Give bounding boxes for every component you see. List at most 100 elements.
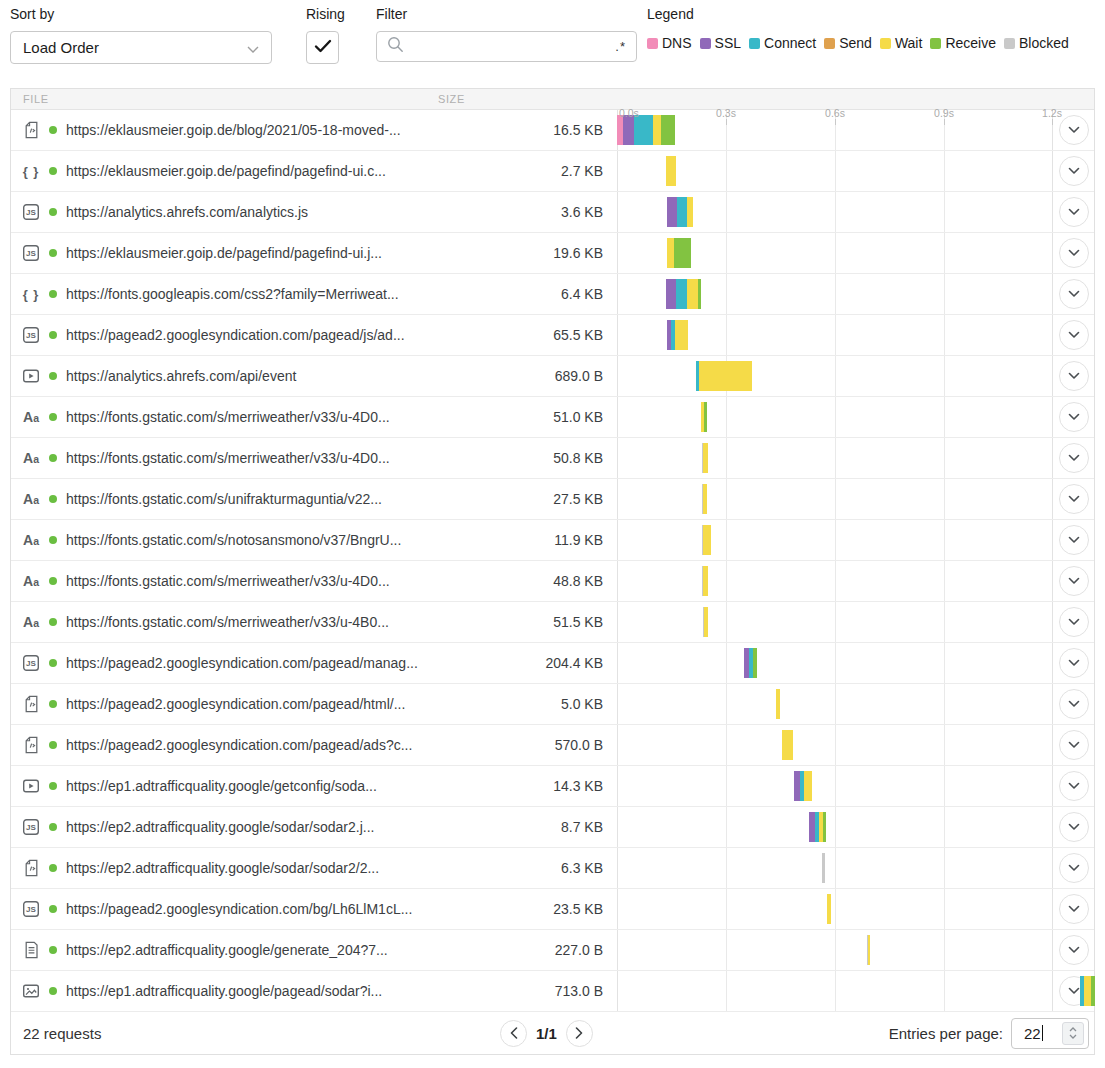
bar-segment-receive [698,279,701,309]
expand-row-button[interactable] [1059,443,1089,473]
table-header: FILE SIZE [11,89,1094,110]
status-dot [49,782,57,790]
expand-row-button[interactable] [1059,115,1089,145]
expand-row-button[interactable] [1059,894,1089,924]
timing-bar [702,525,711,555]
timing-bar [667,320,688,350]
request-url: https://eklausmeier.goip.de/pagefind/pag… [66,163,386,179]
column-header-file: FILE [23,93,49,105]
legend-swatch-connect [749,38,760,49]
table-row: Aa https://fonts.gstatic.com/s/notosansm… [11,520,1094,561]
status-dot [49,167,57,175]
status-dot [49,536,57,544]
regex-indicator: .* [615,39,626,54]
font-icon: Aa [21,491,41,507]
prev-page-button[interactable] [500,1020,527,1047]
table-row: JS https://pagead2.googlesyndication.com… [11,889,1094,930]
expand-row-button[interactable] [1059,771,1089,801]
filter-input[interactable]: .* [376,31,637,62]
waterfall-cell [617,274,1053,314]
next-page-button[interactable] [566,1020,593,1047]
waterfall-cell [617,725,1053,765]
play-icon [21,777,41,795]
expand-row-button[interactable] [1059,279,1089,309]
bar-segment-wait [653,115,661,145]
request-size: 2.7 KB [561,163,603,179]
expand-row-button[interactable] [1059,320,1089,350]
expand-row-button[interactable] [1059,238,1089,268]
bar-segment-ssl [623,115,634,145]
bar-segment-wait [776,689,780,719]
expand-row-button[interactable] [1059,607,1089,637]
table-row: https://ep1.adtrafficquality.google/page… [11,971,1094,1012]
expand-row-button[interactable] [1059,689,1089,719]
waterfall-cell [617,971,1053,1011]
requests-count: 22 requests [23,1025,101,1042]
timing-bar [809,812,826,842]
request-size: 19.6 KB [553,245,603,261]
expand-row-button[interactable] [1059,525,1089,555]
request-url: https://pagead2.googlesyndication.com/pa… [66,655,418,671]
expand-row-button[interactable] [1059,812,1089,842]
bar-segment-wait [667,238,674,268]
request-size: 11.9 KB [554,532,603,548]
play-icon [21,367,41,385]
rising-checkbox[interactable] [306,31,339,64]
html-doc-icon [21,736,41,754]
html-doc-icon [21,859,41,877]
waterfall-cell [617,766,1053,806]
bar-segment-wait [782,730,793,760]
svg-text:JS: JS [26,823,36,832]
table-row: https://eklausmeier.goip.de/blog/2021/05… [11,110,1094,151]
css-braces-icon: { } [21,164,41,179]
css-braces-icon: { } [21,287,41,302]
waterfall-cell [617,356,1053,396]
expand-row-button[interactable] [1059,648,1089,678]
requests-table: 0.0s0.3s0.6s0.9s1.2s FILE SIZE https://e… [10,88,1095,1055]
timing-bar [703,607,708,637]
legend-item-receive: Receive [930,35,996,51]
sort-by-select[interactable]: Load Order [10,31,272,64]
rising-label: Rising [306,6,345,22]
request-url: https://fonts.gstatic.com/s/unifrakturma… [66,491,382,507]
svg-text:JS: JS [26,331,36,340]
waterfall-cell [617,807,1053,847]
expand-row-button[interactable] [1059,361,1089,391]
number-stepper[interactable] [1062,1022,1084,1045]
expand-row-button[interactable] [1059,566,1089,596]
expand-row-button[interactable] [1059,156,1089,186]
entries-label: Entries per page: [889,1025,1003,1042]
bar-segment-receive [753,648,757,678]
legend-item-ssl: SSL [700,35,741,51]
entries-input[interactable]: 22 [1011,1018,1089,1049]
expand-row-button[interactable] [1059,935,1089,965]
bar-segment-receive [661,115,675,145]
status-dot [49,987,57,995]
table-row: Aa https://fonts.gstatic.com/s/merriweat… [11,561,1094,602]
waterfall-cell [617,233,1053,273]
request-size: 65.5 KB [553,327,603,343]
expand-row-button[interactable] [1059,197,1089,227]
request-url: https://fonts.googleapis.com/css2?family… [66,286,399,302]
expand-row-button[interactable] [1059,853,1089,883]
expand-row-button[interactable] [1059,484,1089,514]
waterfall-cell [617,479,1053,519]
timing-bar [702,484,707,514]
request-size: 3.6 KB [561,204,603,220]
request-url: https://ep1.adtrafficquality.google/page… [66,983,382,999]
waterfall-cell [617,192,1053,232]
legend-swatch-send [824,38,835,49]
request-url: https://analytics.ahrefs.com/api/event [66,368,296,384]
bar-segment-connect [676,279,687,309]
table-row: Aa https://fonts.gstatic.com/s/merriweat… [11,438,1094,479]
expand-row-button[interactable] [1059,730,1089,760]
request-size: 689.0 B [555,368,603,384]
request-size: 5.0 KB [561,696,603,712]
bar-segment-wait [687,197,693,227]
request-size: 51.5 KB [553,614,603,630]
status-dot [49,372,57,380]
request-url: https://fonts.gstatic.com/s/merriweather… [66,450,390,466]
request-size: 204.4 KB [545,655,603,671]
expand-row-button[interactable] [1059,402,1089,432]
sort-by-label: Sort by [10,6,272,22]
